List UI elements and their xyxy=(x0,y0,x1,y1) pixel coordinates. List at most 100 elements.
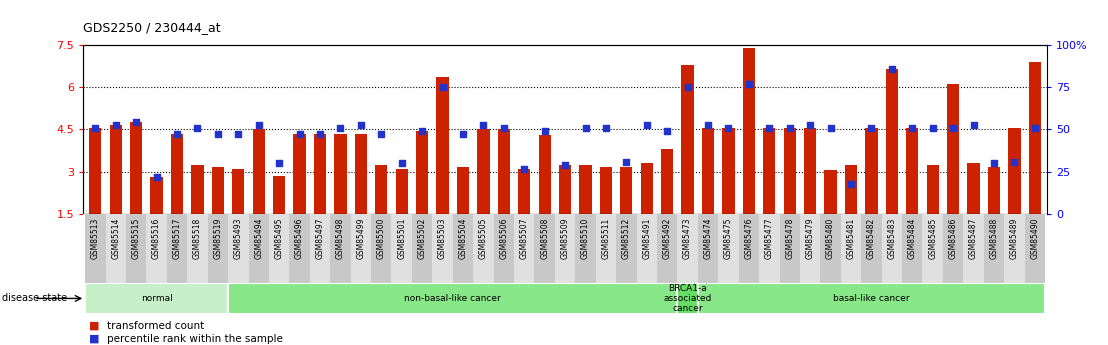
Bar xyxy=(555,214,575,283)
Text: GSM85500: GSM85500 xyxy=(377,217,386,259)
Bar xyxy=(330,214,350,283)
Bar xyxy=(739,214,759,283)
Bar xyxy=(824,170,837,214)
Bar xyxy=(269,214,289,283)
Bar xyxy=(192,165,204,214)
Bar xyxy=(947,84,960,214)
Bar xyxy=(575,214,596,283)
Bar xyxy=(701,128,715,214)
Bar xyxy=(151,177,163,214)
Text: GSM85486: GSM85486 xyxy=(948,217,957,259)
Point xyxy=(331,125,349,131)
Text: basal-like cancer: basal-like cancer xyxy=(833,294,910,303)
Text: GSM85507: GSM85507 xyxy=(520,217,529,259)
Bar xyxy=(85,214,105,283)
Point xyxy=(474,122,492,128)
Bar xyxy=(289,214,310,283)
Text: GSM85495: GSM85495 xyxy=(275,217,284,259)
Bar xyxy=(456,167,469,214)
Point xyxy=(250,122,268,128)
Bar xyxy=(146,214,167,283)
Bar xyxy=(579,165,592,214)
Point xyxy=(495,125,513,131)
Bar xyxy=(497,129,510,214)
Bar xyxy=(514,214,534,283)
Point xyxy=(147,175,165,180)
Point xyxy=(965,122,983,128)
Bar xyxy=(698,283,1045,314)
Bar xyxy=(85,283,228,314)
Bar xyxy=(416,131,429,214)
Text: GSM85503: GSM85503 xyxy=(438,217,447,259)
Bar xyxy=(187,214,207,283)
Bar xyxy=(558,165,572,214)
Point xyxy=(556,162,574,167)
Text: GSM85487: GSM85487 xyxy=(970,217,978,259)
Text: GSM85518: GSM85518 xyxy=(193,217,202,259)
Bar xyxy=(432,214,453,283)
Text: GSM85481: GSM85481 xyxy=(847,217,855,259)
Text: GSM85477: GSM85477 xyxy=(765,217,773,259)
Bar xyxy=(1008,128,1020,214)
Point xyxy=(127,120,145,125)
Bar xyxy=(926,165,938,214)
Bar xyxy=(371,214,391,283)
Point xyxy=(617,159,635,165)
Point xyxy=(1026,125,1044,131)
Bar xyxy=(1025,214,1045,283)
Text: GSM85499: GSM85499 xyxy=(357,217,366,259)
Text: normal: normal xyxy=(141,294,173,303)
Bar xyxy=(984,214,1004,283)
Point xyxy=(413,128,431,134)
Point xyxy=(1006,159,1024,165)
Bar xyxy=(519,169,531,214)
Bar xyxy=(800,214,820,283)
Point xyxy=(760,125,778,131)
Bar xyxy=(1028,62,1040,214)
Text: GSM85485: GSM85485 xyxy=(929,217,937,259)
Text: GSM85497: GSM85497 xyxy=(316,217,325,259)
Point xyxy=(679,85,697,90)
Bar xyxy=(841,214,861,283)
Bar xyxy=(90,128,102,214)
Bar xyxy=(596,214,616,283)
Text: disease state: disease state xyxy=(2,294,68,303)
Point xyxy=(903,125,921,131)
Text: GSM85484: GSM85484 xyxy=(907,217,916,259)
Text: GSM85514: GSM85514 xyxy=(111,217,121,259)
Point xyxy=(597,125,615,131)
Point xyxy=(454,131,472,136)
Text: GSM85493: GSM85493 xyxy=(234,217,243,259)
Bar xyxy=(248,214,269,283)
Bar xyxy=(1004,214,1025,283)
Point xyxy=(433,85,451,90)
Bar xyxy=(314,134,326,214)
Bar xyxy=(640,163,653,214)
Bar xyxy=(885,69,897,214)
Text: GSM85498: GSM85498 xyxy=(336,217,345,259)
Point xyxy=(883,66,901,71)
Text: transformed count: transformed count xyxy=(107,321,205,331)
Text: GSM85511: GSM85511 xyxy=(602,217,611,259)
Point xyxy=(536,128,554,134)
Bar xyxy=(478,129,490,214)
Bar xyxy=(294,134,306,214)
Text: GSM85483: GSM85483 xyxy=(888,217,896,259)
Text: GSM85510: GSM85510 xyxy=(581,217,589,259)
Bar xyxy=(212,167,224,214)
Bar xyxy=(865,128,878,214)
Point xyxy=(842,181,860,187)
Point xyxy=(719,125,737,131)
Point xyxy=(944,125,962,131)
Point xyxy=(188,125,206,131)
Bar xyxy=(253,129,265,214)
Bar xyxy=(783,128,796,214)
Point xyxy=(822,125,840,131)
Bar xyxy=(657,214,677,283)
Bar xyxy=(228,214,248,283)
Text: GSM85490: GSM85490 xyxy=(1030,217,1039,259)
Bar xyxy=(473,214,493,283)
Bar xyxy=(780,214,800,283)
Text: GSM85516: GSM85516 xyxy=(152,217,161,259)
Text: non-basal-like cancer: non-basal-like cancer xyxy=(404,294,501,303)
